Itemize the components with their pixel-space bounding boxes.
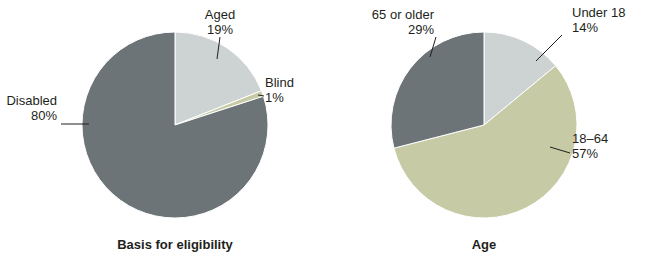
slices bbox=[82, 32, 268, 218]
pie-slice bbox=[391, 32, 484, 148]
slice-value: 14% bbox=[572, 20, 598, 35]
slice-value: 57% bbox=[572, 146, 598, 161]
leader-line bbox=[536, 35, 562, 61]
pie-chart: Aged19% Blind1% Disabled80% bbox=[6, 7, 294, 218]
pie-chart: Under 1814% 18–6457% 65 or older29% bbox=[372, 5, 626, 218]
leader-line bbox=[258, 95, 264, 96]
slice-value: 29% bbox=[408, 22, 434, 37]
slice-label: Aged bbox=[205, 7, 235, 22]
data-labels: Under 1814% 18–6457% 65 or older29% bbox=[372, 5, 626, 161]
chart-canvas: Aged19% Blind1% Disabled80% Basis for eligi… bbox=[0, 0, 649, 259]
slice-label: 65 or older bbox=[372, 7, 435, 22]
slice-value: 1% bbox=[265, 90, 284, 105]
chart-title: Age bbox=[472, 237, 497, 252]
slice-label: 18–64 bbox=[572, 131, 608, 146]
pie-slice bbox=[82, 32, 268, 218]
chart-title: Basis for eligibility bbox=[117, 237, 233, 252]
data-labels: Aged19% Blind1% Disabled80% bbox=[6, 7, 294, 124]
slice-label: Under 18 bbox=[572, 5, 625, 20]
slice-value: 80% bbox=[31, 108, 57, 123]
leader-line bbox=[61, 124, 89, 125]
slice-value: 19% bbox=[207, 22, 233, 37]
leader-line bbox=[550, 147, 570, 153]
leader-line bbox=[217, 37, 220, 59]
slice-label: Disabled bbox=[6, 93, 57, 108]
leader-line bbox=[430, 37, 436, 57]
slices bbox=[391, 32, 577, 218]
slice-label: Blind bbox=[265, 75, 294, 90]
